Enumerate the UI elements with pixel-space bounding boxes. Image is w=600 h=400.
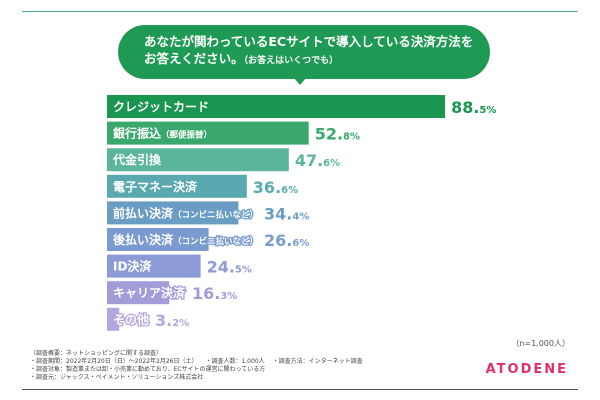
footer-source: ・調査元：ジャックス・ペイメント・ソリューションズ株式会社 [30, 374, 204, 381]
value-label: 16.3% [192, 284, 237, 303]
bar-label: キャリア決済 [113, 285, 186, 300]
value-label: 26.6% [264, 231, 309, 250]
value-label: 36.6% [253, 178, 298, 197]
bar [107, 201, 239, 225]
bar-label: 電子マネー決済 [113, 179, 198, 194]
footer-heading: （調査概要：ネットショッピングに関する調査） [30, 350, 163, 357]
footer-period: ・調査期間：2022年2月20日（日）～2022年2月26日（土） [30, 358, 198, 365]
bar-label: クレジットカード [113, 100, 209, 114]
bar [107, 121, 309, 145]
bar [107, 148, 289, 172]
bar-label: ID決済 [113, 259, 152, 274]
footer-count: ・調査人数：1,000人 [205, 358, 265, 365]
bar [107, 228, 209, 251]
question-note: （お答えはいくつでも） [243, 56, 339, 66]
value-label: 3.2% [155, 311, 189, 330]
value-label: 52.8% [315, 125, 360, 144]
bar [107, 307, 120, 331]
top-divider [22, 11, 578, 12]
question-bubble: あなたが関わっているECサイトで導入している決済方法を お答えください。（お答え… [118, 25, 490, 85]
survey-footer: （調査概要：ネットショッピングに関する調査） ・調査期間：2022年2月20日（… [30, 350, 470, 382]
question-line2: お答えください。 [144, 51, 244, 66]
footer-method: ・調査方法：インターネット調査 [272, 358, 363, 365]
sample-size: （n=1,000人） [511, 339, 570, 348]
bottom-divider [22, 389, 578, 390]
bar [107, 254, 201, 278]
bar [107, 95, 446, 118]
atodene-logo: ATODENE [485, 362, 568, 377]
value-label: 47.6% [295, 151, 340, 170]
bar-label: 代金引換 [112, 152, 162, 167]
bar-label: その他 [113, 312, 149, 327]
value-label: 88.5% [451, 98, 496, 117]
question-title: あなたが関わっているECサイトで導入している決済方法を [144, 34, 474, 49]
bar [107, 281, 170, 305]
bar [107, 174, 247, 198]
value-label: 34.4% [264, 204, 309, 223]
value-label: 24.5% [207, 258, 252, 277]
footer-target: ・調査対象：製造業または卸・小売業に勤めており、ECサイトの運営に関わっている方 [30, 366, 266, 373]
